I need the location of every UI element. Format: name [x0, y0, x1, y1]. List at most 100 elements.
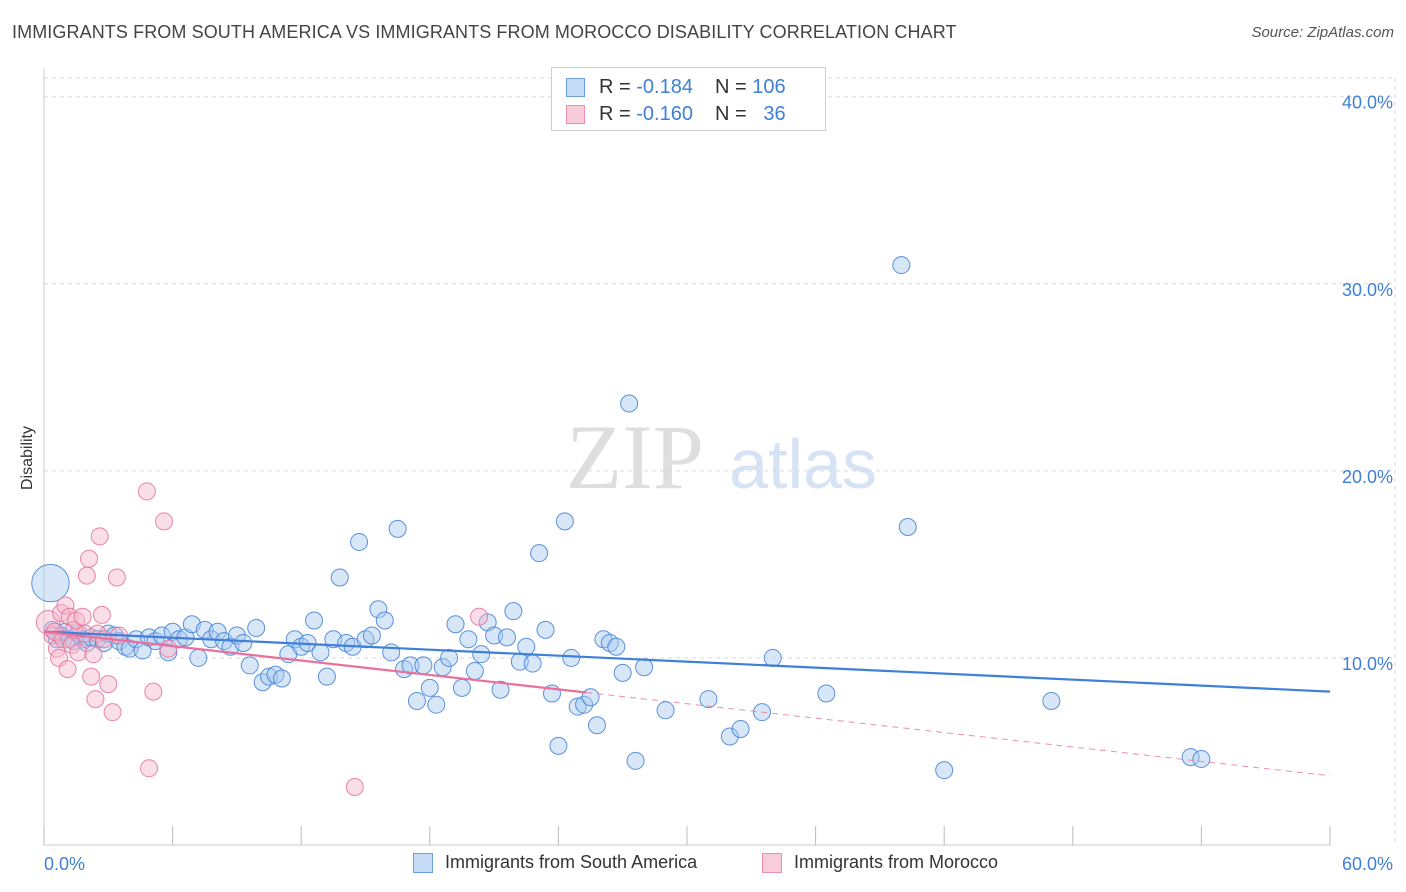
legend-row-south-america: R = -0.184 N = 106	[566, 75, 786, 99]
data-point	[345, 778, 364, 797]
data-point	[446, 615, 465, 634]
legend-item-morocco: Immigrants from Morocco	[762, 852, 998, 873]
data-point	[56, 596, 75, 615]
data-point	[31, 563, 70, 603]
data-point	[568, 697, 587, 716]
legend-item-south-america: Immigrants from South America	[413, 852, 697, 873]
data-point	[440, 648, 459, 667]
data-point	[35, 609, 61, 635]
y-tick-label: 30.0%	[1342, 280, 1393, 300]
legend-swatch-blue	[413, 852, 433, 873]
data-point	[350, 532, 369, 551]
legend-r-value: -0.184	[636, 75, 693, 98]
data-point	[1042, 691, 1061, 710]
data-point	[317, 667, 336, 686]
data-point	[140, 759, 159, 778]
data-point	[459, 630, 478, 649]
data-point	[523, 654, 542, 673]
trend-lines	[43, 630, 1331, 777]
data-point	[330, 568, 349, 587]
data-point	[530, 544, 549, 563]
source-label: Source: ZipAtlas.com	[1251, 24, 1394, 41]
data-point	[155, 512, 174, 531]
data-point	[73, 607, 92, 626]
y-tick-labels: 10.0% 20.0% 30.0% 40.0%	[1342, 93, 1393, 674]
data-point	[82, 667, 101, 686]
data-point	[517, 637, 536, 656]
y-tick-label: 10.0%	[1342, 654, 1393, 674]
axes	[43, 68, 1331, 846]
data-point	[427, 695, 446, 714]
data-point	[103, 703, 122, 722]
legend-n-value: 106	[752, 75, 786, 98]
legend-swatch-blue	[566, 77, 585, 97]
y-tick-label: 40.0%	[1342, 93, 1393, 113]
data-point	[62, 635, 81, 654]
watermark-atlas: atlas	[729, 425, 877, 503]
data-point	[504, 602, 523, 621]
legend-swatch-pink	[762, 852, 782, 873]
x-tick-labels: 0.0% 60.0%	[44, 854, 1393, 874]
data-point	[1192, 749, 1211, 768]
x-tick-label: 60.0%	[1342, 854, 1393, 874]
data-point	[86, 690, 105, 709]
data-point	[369, 600, 388, 619]
data-point	[80, 549, 99, 568]
series-south-america	[31, 256, 1211, 780]
data-point	[587, 716, 606, 735]
data-point	[107, 568, 126, 587]
x-tick-label: 0.0%	[44, 854, 85, 874]
data-point	[626, 751, 645, 770]
data-point	[58, 660, 77, 679]
data-point	[401, 656, 420, 675]
data-point	[656, 701, 675, 720]
correlation-legend: R = -0.184 N = 106 R = -0.160 N = 36	[551, 67, 826, 131]
data-point	[613, 663, 632, 682]
data-point	[763, 648, 782, 667]
series-legend: Immigrants from South America Immigrants…	[0, 852, 1406, 878]
data-point	[272, 669, 291, 688]
data-point	[472, 645, 491, 664]
legend-n-label: N =	[714, 75, 747, 98]
data-point	[562, 648, 581, 667]
data-point	[549, 736, 568, 755]
data-point	[92, 605, 111, 624]
trend-line-south-america	[43, 630, 1331, 693]
gridlines	[44, 77, 1396, 845]
watermark-zip: ZIP	[566, 406, 704, 508]
data-point	[465, 662, 484, 681]
legend-swatch-pink	[566, 104, 585, 124]
data-point	[935, 761, 954, 780]
data-point	[99, 675, 118, 694]
legend-n-value: 36	[763, 102, 786, 125]
data-point	[452, 678, 471, 697]
data-point	[189, 648, 208, 667]
legend-r-label: R =	[599, 75, 631, 98]
legend-label: Immigrants from South America	[445, 852, 698, 872]
data-point	[699, 690, 718, 709]
data-point	[144, 682, 163, 701]
data-point	[635, 658, 654, 677]
data-point	[77, 566, 96, 585]
data-point	[497, 628, 516, 647]
data-point	[407, 691, 426, 710]
chart-title: IMMIGRANTS FROM SOUTH AMERICA VS IMMIGRA…	[12, 22, 957, 42]
data-point	[607, 637, 626, 656]
data-point	[388, 519, 407, 538]
data-point	[375, 611, 394, 630]
data-point	[234, 633, 253, 652]
legend-r-label: R =	[599, 102, 631, 125]
data-point	[892, 256, 911, 275]
legend-row-morocco: R = -0.160 N = 36	[566, 102, 786, 126]
data-point	[137, 482, 156, 501]
data-point	[478, 613, 497, 632]
data-point	[382, 643, 401, 662]
trend-line-morocco	[43, 630, 587, 694]
trend-line-morocco-extension	[586, 691, 1331, 777]
data-point	[575, 695, 594, 714]
legend-label: Immigrants from Morocco	[794, 852, 999, 872]
data-point	[720, 727, 739, 746]
legend-r-value: -0.160	[636, 102, 693, 125]
data-point	[159, 643, 178, 662]
